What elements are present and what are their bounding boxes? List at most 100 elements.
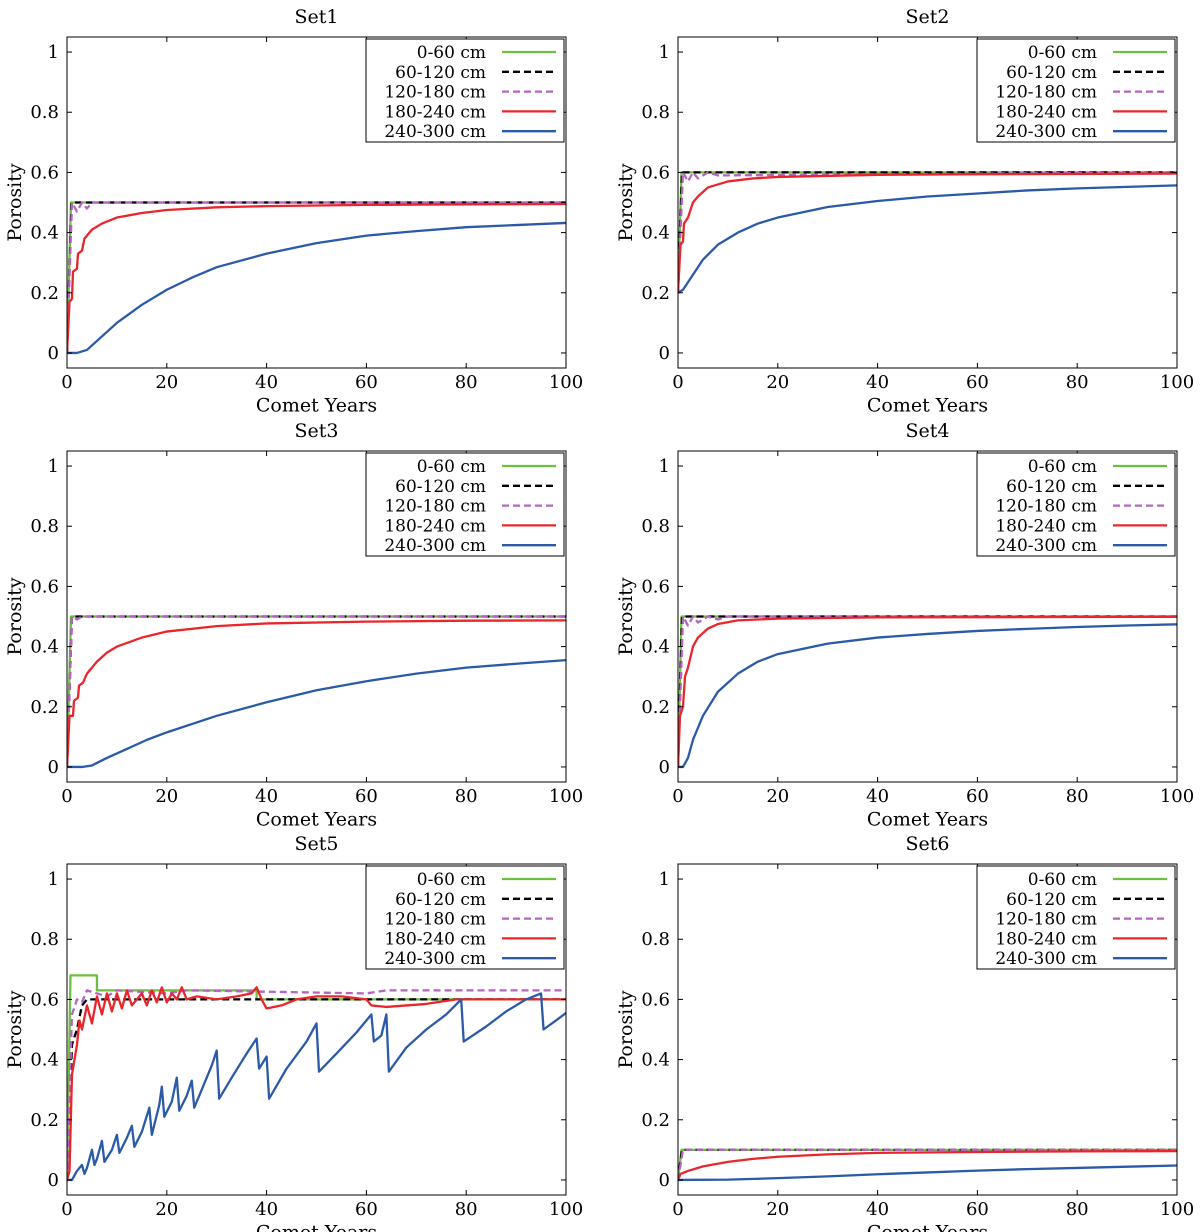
x-tick-label: 0	[61, 372, 72, 393]
y-axis-label: Porosity	[615, 163, 637, 241]
x-tick-label: 60	[966, 1199, 989, 1220]
legend-label: 60-120 cm	[395, 63, 486, 83]
x-tick-label: 100	[1160, 372, 1194, 393]
legend-label: 240-300 cm	[384, 536, 486, 556]
series-line-240-300-cm	[67, 658, 566, 769]
x-tick-label: 80	[1066, 1199, 1089, 1220]
y-tick-label: 0.2	[641, 697, 670, 718]
chart-panel-6: Set6 0 20 40 60 80 100 0 0.2 0.4 0.6 0.8 1 Comet Year…	[615, 833, 1194, 1232]
x-tick-label: 80	[1066, 786, 1089, 807]
series-line-240-300-cm	[678, 184, 1177, 294]
chart-panel-4: Set4 0 20 40 60 80 100 0 0.2 0.4 0.6 0.8 1 Comet Year…	[615, 420, 1194, 831]
x-tick-label: 100	[549, 372, 583, 393]
y-tick-label: 1	[48, 456, 59, 477]
plot-frame	[677, 36, 1178, 369]
x-tick-label: 100	[1160, 1199, 1194, 1220]
x-tick-label: 20	[155, 786, 178, 807]
legend-label: 60-120 cm	[1006, 63, 1097, 83]
y-tick-label: 0.2	[641, 283, 670, 304]
y-axis-label: Porosity	[4, 990, 26, 1068]
x-tick-label: 100	[1160, 786, 1194, 807]
x-tick-label: 100	[549, 1199, 583, 1220]
series-line-120-180-cm	[67, 989, 566, 1180]
y-tick-label: 1	[659, 869, 670, 890]
legend-label: 180-240 cm	[384, 929, 486, 949]
chart-title: Set6	[906, 833, 950, 855]
y-tick-label: 0	[659, 343, 670, 364]
y-tick-label: 0	[659, 1170, 670, 1191]
y-tick-label: 0.8	[30, 102, 59, 123]
series-line-120-180-cm	[678, 1148, 1177, 1181]
series-line-240-300-cm	[678, 1164, 1177, 1182]
x-tick-label: 20	[155, 372, 178, 393]
x-tick-label: 40	[255, 786, 278, 807]
plot-frame	[66, 450, 567, 783]
y-tick-label: 0.2	[641, 1110, 670, 1131]
series-line-60-120-cm	[67, 615, 566, 767]
y-tick-label: 1	[659, 42, 670, 63]
legend-label: 180-240 cm	[995, 102, 1097, 122]
legend-label: 120-180 cm	[384, 497, 486, 517]
series-line-120-180-cm	[678, 615, 1177, 767]
chart-title: Set3	[295, 420, 339, 442]
y-tick-label: 0.6	[641, 162, 670, 183]
x-tick-label: 0	[672, 1199, 683, 1220]
legend-label: 120-180 cm	[995, 83, 1097, 103]
x-tick-label: 100	[549, 786, 583, 807]
x-tick-label: 60	[355, 786, 378, 807]
legend-label: 240-300 cm	[995, 122, 1097, 142]
x-tick-label: 40	[866, 372, 889, 393]
legend-label: 0-60 cm	[417, 870, 486, 890]
legend-label: 120-180 cm	[995, 497, 1097, 517]
y-tick-label: 0.6	[641, 576, 670, 597]
x-axis-label: Comet Years	[867, 395, 988, 417]
x-tick-label: 80	[455, 1199, 478, 1220]
x-tick-label: 60	[966, 786, 989, 807]
x-tick-label: 20	[766, 786, 789, 807]
x-tick-label: 40	[866, 1199, 889, 1220]
y-tick-label: 0.4	[641, 637, 670, 658]
series-line-240-300-cm	[67, 221, 566, 355]
y-tick-label: 1	[659, 456, 670, 477]
series-line-0-60-cm	[67, 615, 566, 767]
series-line-180-240-cm	[67, 986, 566, 1181]
legend-label: 0-60 cm	[1028, 870, 1097, 890]
series-line-180-240-cm	[678, 615, 1177, 767]
x-tick-label: 0	[61, 1199, 72, 1220]
series-line-240-300-cm	[67, 992, 566, 1182]
plot-frame	[66, 36, 567, 369]
x-tick-label: 20	[155, 1199, 178, 1220]
y-tick-label: 1	[48, 869, 59, 890]
x-axis-label: Comet Years	[867, 1222, 988, 1232]
y-tick-label: 0	[48, 1170, 59, 1191]
y-tick-label: 0.8	[30, 929, 59, 950]
y-tick-label: 0	[659, 757, 670, 778]
x-tick-label: 60	[355, 1199, 378, 1220]
x-tick-label: 0	[61, 786, 72, 807]
legend-label: 240-300 cm	[384, 122, 486, 142]
x-tick-label: 20	[766, 1199, 789, 1220]
x-axis-label: Comet Years	[867, 809, 988, 831]
y-tick-label: 0.4	[30, 1050, 59, 1071]
series-line-0-60-cm	[678, 1148, 1177, 1181]
y-tick-label: 0.2	[30, 697, 59, 718]
y-tick-label: 0.8	[30, 516, 59, 537]
y-tick-label: 0.6	[30, 576, 59, 597]
legend-label: 0-60 cm	[417, 43, 486, 63]
chart-title: Set5	[295, 833, 339, 855]
legend-label: 180-240 cm	[995, 929, 1097, 949]
y-tick-label: 0.6	[30, 162, 59, 183]
series-line-60-120-cm	[678, 171, 1177, 293]
chart-panel-1: Set1 0 20 40 60 80 100 0 0.2 0.4 0.6 0.8 1 Comet Year…	[4, 6, 583, 417]
y-axis-label: Porosity	[615, 990, 637, 1068]
x-tick-label: 40	[255, 372, 278, 393]
series-line-240-300-cm	[678, 623, 1177, 769]
y-axis-label: Porosity	[4, 577, 26, 655]
legend-label: 120-180 cm	[384, 83, 486, 103]
y-tick-label: 0.2	[30, 1110, 59, 1131]
plot-frame	[677, 450, 1178, 783]
